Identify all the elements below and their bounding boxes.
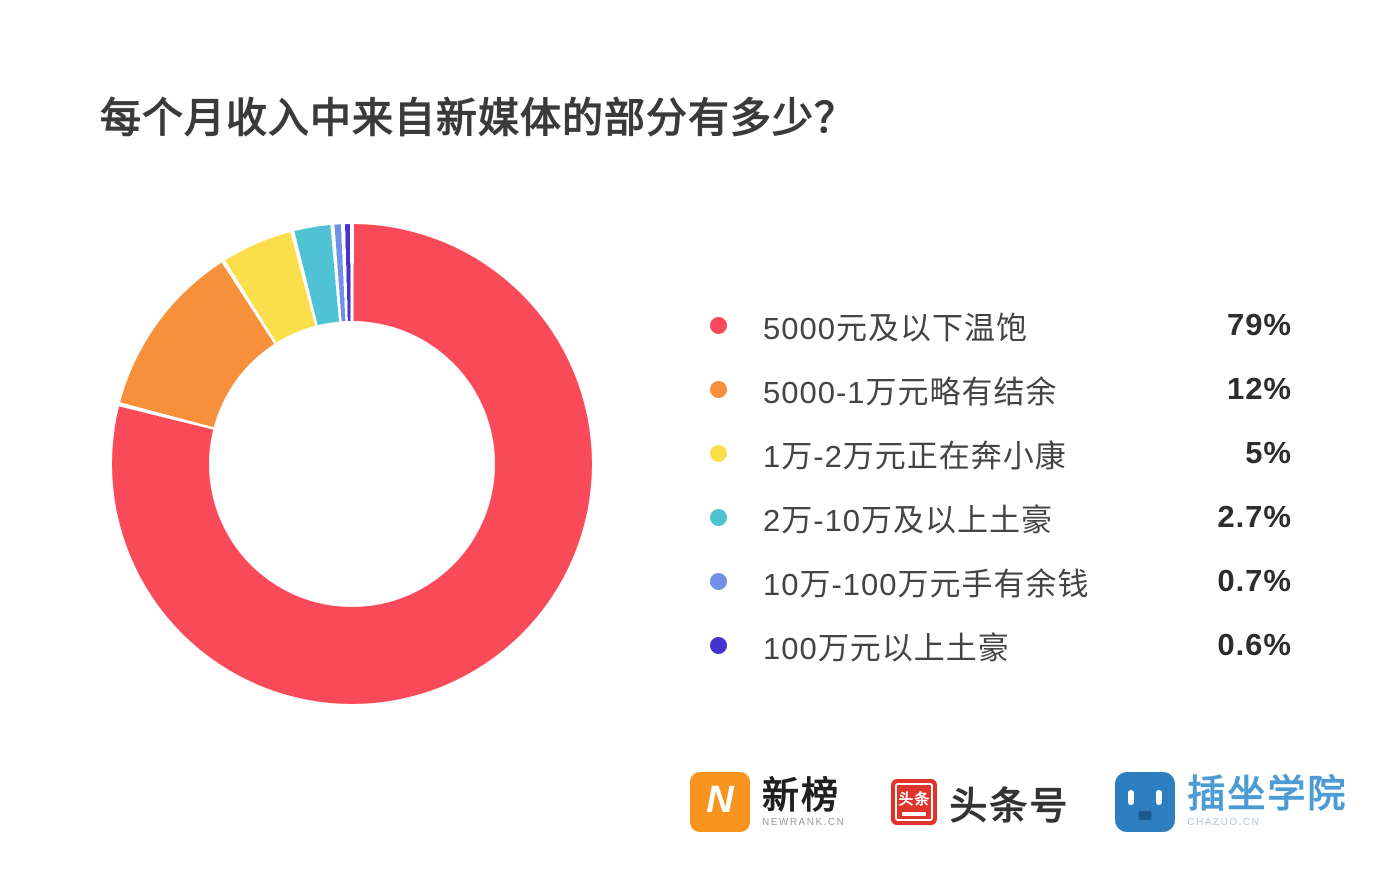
legend-dot (710, 444, 727, 462)
legend-value: 12% (1226, 371, 1292, 406)
footer-logos: N 新榜 NEWRANK.CN 头条 头条号 插坐学 (690, 772, 1347, 832)
legend-label: 5000元及以下温饱 (763, 310, 1028, 346)
donut-hole (209, 321, 495, 607)
chart-title: 每个月收入中来自新媒体的部分有多少？ (100, 95, 856, 141)
toutiao-badge-text: 头条 (898, 791, 931, 808)
legend-value: 79% (1226, 307, 1292, 342)
legend-item: 5000元及以下温饱 79% (710, 293, 1292, 357)
chazuo-name: 插坐学院 (1187, 774, 1348, 816)
chazuo-robot-eye (1156, 790, 1163, 805)
toutiao-name: 头条号 (949, 785, 1070, 828)
chazuo-robot-eye (1128, 790, 1135, 805)
chazuo-brand: 插坐学院 CHAZUO.CN (1115, 772, 1347, 832)
legend-dot (710, 380, 727, 398)
legend-dot (710, 636, 727, 654)
toutiao-logo-icon: 头条 (891, 779, 938, 825)
newrank-logo-icon: N (690, 772, 750, 832)
legend-label: 10万-100万元手有余钱 (763, 566, 1090, 602)
legend-value: 2.7% (1217, 499, 1292, 534)
chazuo-domain: CHAZUO.CN (1187, 817, 1261, 828)
newrank-n-glyph: N (706, 778, 734, 821)
donut-chart (112, 224, 592, 704)
newrank-domain: NEWRANK.CN (762, 816, 846, 828)
legend-value: 0.6% (1217, 627, 1292, 662)
toutiao-brand: 头条 头条号 (891, 775, 1069, 830)
legend-item: 1万-2万元正在奔小康 5% (710, 421, 1292, 485)
legend-item: 5000-1万元略有结余 12% (710, 357, 1292, 421)
newrank-brand: N 新榜 NEWRANK.CN (690, 772, 845, 832)
legend-value: 5% (1245, 435, 1292, 470)
chazuo-robot-mouth (1138, 811, 1152, 820)
legend-dot (710, 572, 727, 590)
legend-item: 100万元以上土豪 0.6% (710, 613, 1292, 677)
legend-label: 5000-1万元略有结余 (763, 374, 1058, 410)
legend-value: 0.7% (1217, 563, 1292, 598)
legend-label: 100万元以上土豪 (763, 630, 1010, 666)
legend-dot (710, 508, 727, 526)
newrank-name: 新榜 (762, 774, 840, 816)
chart-legend: 5000元及以下温饱 79% 5000-1万元略有结余 12% 1万-2万元正在… (710, 293, 1292, 677)
toutiao-logo-inner: 头条 (895, 783, 934, 821)
legend-item: 2万-10万及以上土豪 2.7% (710, 485, 1292, 549)
chazuo-logo-icon (1115, 772, 1176, 832)
legend-label: 2万-10万及以上土豪 (763, 502, 1054, 538)
legend-label: 1万-2万元正在奔小康 (763, 438, 1067, 474)
legend-dot (710, 316, 727, 334)
toutiao-badge-bar (902, 812, 927, 816)
legend-item: 10万-100万元手有余钱 0.7% (710, 549, 1292, 613)
